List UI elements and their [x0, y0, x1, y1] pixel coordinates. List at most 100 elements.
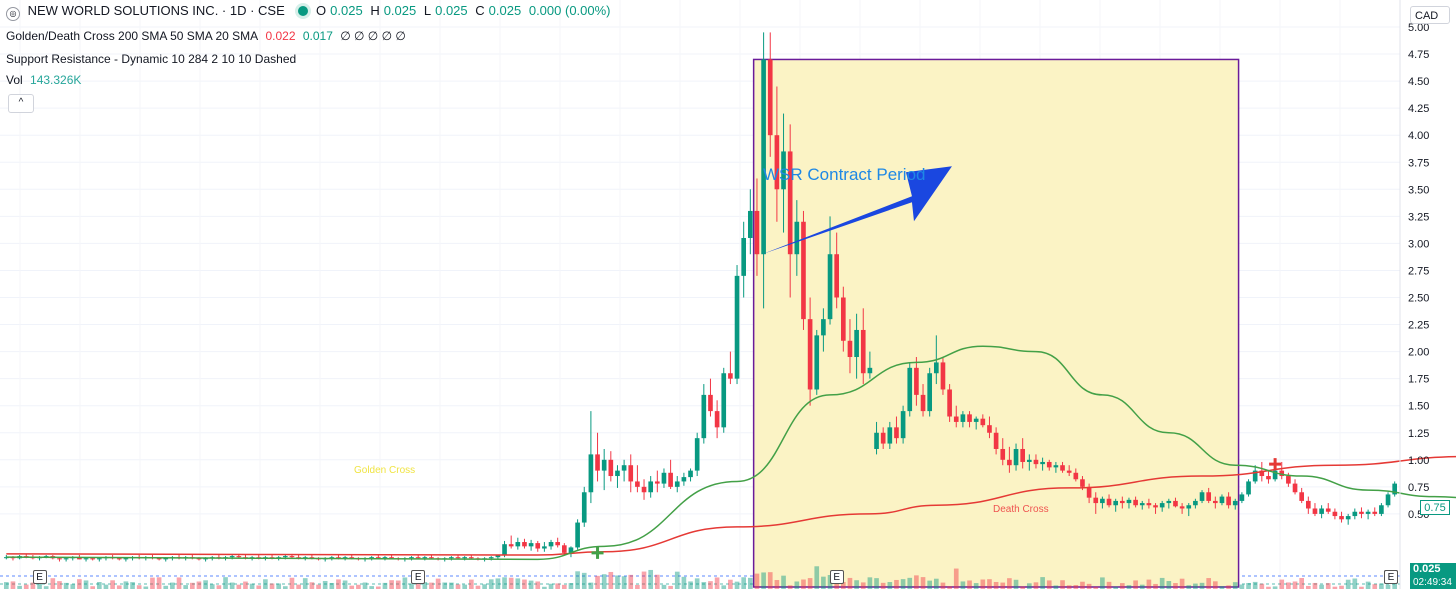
volume-bar — [621, 576, 627, 589]
volume-bar — [774, 580, 780, 589]
volume-bar — [1259, 583, 1265, 589]
volume-bar — [1332, 586, 1338, 589]
volume-bar — [362, 582, 368, 589]
volume-bar — [821, 576, 826, 589]
volume-bar — [973, 583, 979, 589]
indicator-golden-death-cross[interactable]: Golden/Death Cross 200 SMA 50 SMA 20 SMA… — [6, 29, 410, 43]
volume-bar — [555, 583, 561, 589]
candle-body — [661, 472, 667, 484]
candle-body — [1359, 511, 1364, 514]
candle-body — [1186, 505, 1192, 509]
candle-body — [548, 542, 554, 547]
volume-bar — [1153, 583, 1158, 589]
sma-200-line — [6, 455, 1456, 556]
volume-bar — [641, 571, 647, 589]
earnings-marker[interactable]: E — [411, 570, 426, 584]
candle-body — [156, 558, 162, 560]
volume-bar — [43, 586, 49, 589]
indicator-volume[interactable]: Vol 143.326K — [6, 73, 85, 87]
collapse-legend-button[interactable]: ^ — [8, 94, 34, 113]
volume-bar — [495, 578, 501, 589]
volume-bar — [933, 578, 939, 589]
candle-body — [874, 432, 879, 449]
earnings-marker[interactable]: E — [1384, 570, 1398, 584]
candle-body — [455, 557, 461, 559]
volume-bar — [189, 582, 195, 589]
candle-body — [694, 438, 700, 471]
volume-bar — [1372, 584, 1378, 589]
candle-body — [1292, 483, 1298, 493]
candle-body — [57, 558, 62, 560]
volume-bar — [1365, 581, 1371, 589]
volume-bar — [1359, 586, 1364, 589]
candle-body — [90, 558, 96, 560]
volume-bar — [834, 580, 840, 589]
y-tick-label: 5.00 — [1408, 22, 1429, 34]
candle-body — [1053, 465, 1059, 468]
volume-bar — [269, 583, 275, 589]
candle-body — [581, 492, 587, 523]
volume-bar — [787, 585, 793, 589]
wsr-contract-period-box — [752, 58, 1240, 588]
candle-body — [1206, 492, 1212, 501]
candle-body — [1239, 494, 1245, 501]
volume-bar — [528, 580, 534, 589]
volume-bar — [322, 580, 328, 589]
earnings-marker[interactable]: E — [32, 570, 47, 584]
currency-selector[interactable]: CAD — [1410, 6, 1450, 24]
volume-bar — [1212, 581, 1218, 589]
symbol-title[interactable]: NEW WORLD SOLUTIONS INC. · 1D · CSE — [27, 3, 285, 18]
volume-bar — [601, 574, 607, 589]
candle-body — [409, 557, 414, 559]
earnings-marker[interactable]: E — [829, 570, 844, 584]
volume-bar — [90, 586, 96, 589]
volume-bar — [1292, 581, 1298, 589]
volume-bar — [854, 580, 859, 589]
candle-body — [914, 367, 919, 395]
volume-bar — [648, 569, 654, 589]
volume-bar — [615, 575, 620, 589]
candle-body — [927, 373, 933, 412]
candle-body — [535, 543, 541, 549]
candle-body — [1339, 516, 1344, 520]
y-tick-label: 4.25 — [1408, 103, 1429, 115]
volume-bar — [548, 583, 554, 589]
indicator-name: Golden/Death Cross 200 SMA 50 SMA 20 SMA — [6, 29, 259, 43]
candle-body — [349, 557, 355, 559]
candle-body — [1020, 448, 1026, 462]
volume-bar — [302, 578, 308, 589]
indicator-support-resistance[interactable]: Support Resistance - Dynamic 10 284 2 10… — [6, 52, 300, 66]
volume-bar — [1100, 577, 1105, 589]
volume-bar — [701, 582, 707, 589]
volume-bar — [734, 581, 740, 589]
candle-body — [1345, 516, 1351, 520]
volume-bar — [37, 581, 42, 589]
candle-body — [123, 558, 129, 560]
candle-body — [77, 557, 82, 560]
y-tick-label: 2.00 — [1408, 347, 1429, 359]
volume-bar — [1020, 586, 1026, 589]
volume-bar — [130, 582, 135, 589]
candle-body — [973, 418, 979, 422]
volume-bar — [1066, 585, 1072, 589]
candle-body — [1000, 448, 1006, 460]
indicator-empty-values: ∅ ∅ ∅ ∅ ∅ — [340, 29, 406, 43]
candle-body — [960, 414, 966, 422]
candle-body — [236, 556, 242, 558]
candle-body — [468, 557, 474, 559]
candle-body — [781, 151, 786, 190]
volume-bar — [1026, 583, 1032, 589]
candle-body — [1073, 472, 1079, 480]
volume-bar — [203, 580, 208, 589]
candle-body — [801, 221, 806, 320]
volume-bar — [415, 582, 421, 589]
candle-body — [1013, 448, 1019, 466]
volume-bar — [116, 585, 122, 589]
candle-body — [96, 558, 102, 560]
y-tick-label: 2.50 — [1408, 293, 1429, 305]
volume-bar — [508, 577, 514, 589]
volume-bar — [77, 579, 82, 589]
volume-bar — [761, 572, 766, 589]
volume-bar — [681, 576, 687, 589]
